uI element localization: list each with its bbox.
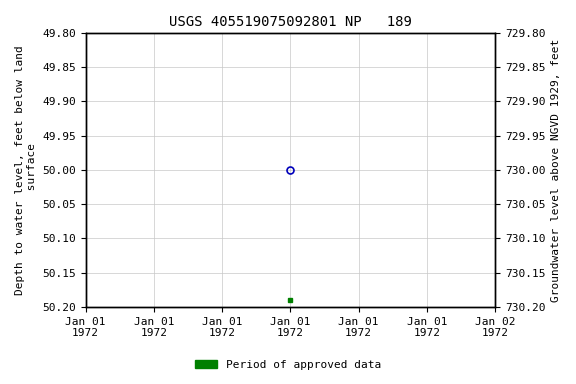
- Title: USGS 405519075092801 NP   189: USGS 405519075092801 NP 189: [169, 15, 412, 29]
- Legend: Period of approved data: Period of approved data: [191, 356, 385, 375]
- Y-axis label: Groundwater level above NGVD 1929, feet: Groundwater level above NGVD 1929, feet: [551, 38, 561, 301]
- Y-axis label: Depth to water level, feet below land
 surface: Depth to water level, feet below land su…: [15, 45, 37, 295]
